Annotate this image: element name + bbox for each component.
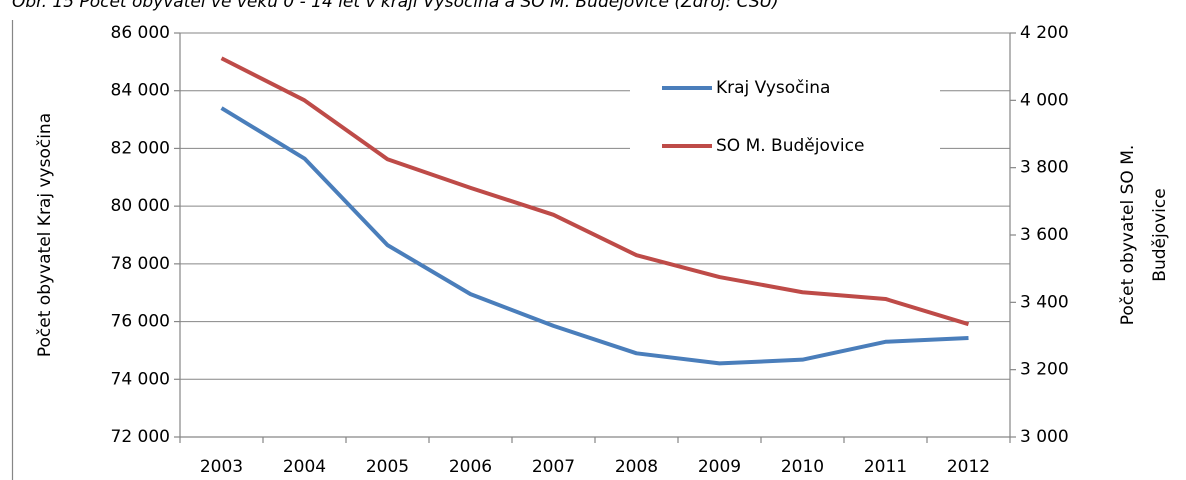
x-tick-label: 2011 (864, 457, 907, 477)
y-axis-label: Počet obyvatel Kraj vysočina (35, 113, 55, 357)
legend-label: Kraj Vysočina (716, 78, 830, 98)
x-tick-label: 2012 (947, 457, 990, 477)
y2-tick-label: 3 200 (1020, 360, 1069, 380)
y2-axis-label: Budějovice (1150, 188, 1170, 281)
y2-tick-label: 3 400 (1020, 292, 1069, 312)
y-tick-label: 76 000 (111, 312, 170, 332)
y-tick-label: 78 000 (111, 254, 170, 274)
y-tick-label: 84 000 (111, 81, 170, 101)
data-line (220, 56, 970, 327)
y2-tick-label: 3 600 (1020, 225, 1069, 245)
y-tick-label: 82 000 (111, 138, 170, 158)
x-tick-label: 2009 (698, 457, 741, 477)
y2-tick-label: 3 800 (1020, 158, 1069, 178)
x-tick-label: 2005 (366, 457, 409, 477)
x-tick-label: 2008 (615, 457, 658, 477)
x-tick-label: 2007 (532, 457, 575, 477)
y2-tick-label: 3 000 (1020, 427, 1069, 447)
x-tick-label: 2010 (781, 457, 824, 477)
x-tick-label: 2006 (449, 457, 492, 477)
y-tick-label: 86 000 (111, 23, 170, 43)
y2-tick-label: 4 000 (1020, 90, 1069, 110)
y2-tick-label: 4 200 (1020, 23, 1069, 43)
x-tick-label: 2003 (200, 457, 243, 477)
legend-label: SO M. Budějovice (716, 136, 864, 156)
y2-axis-label: Počet obyvatel SO M. (1118, 145, 1138, 326)
data-line (220, 106, 969, 366)
y-tick-label: 72 000 (111, 427, 170, 447)
x-tick-label: 2004 (283, 457, 326, 477)
y-tick-label: 74 000 (111, 369, 170, 389)
chart-title: Obr. 15 Počet obyvatel ve věku 0 - 14 le… (12, 0, 779, 12)
y-tick-label: 80 000 (111, 196, 170, 216)
